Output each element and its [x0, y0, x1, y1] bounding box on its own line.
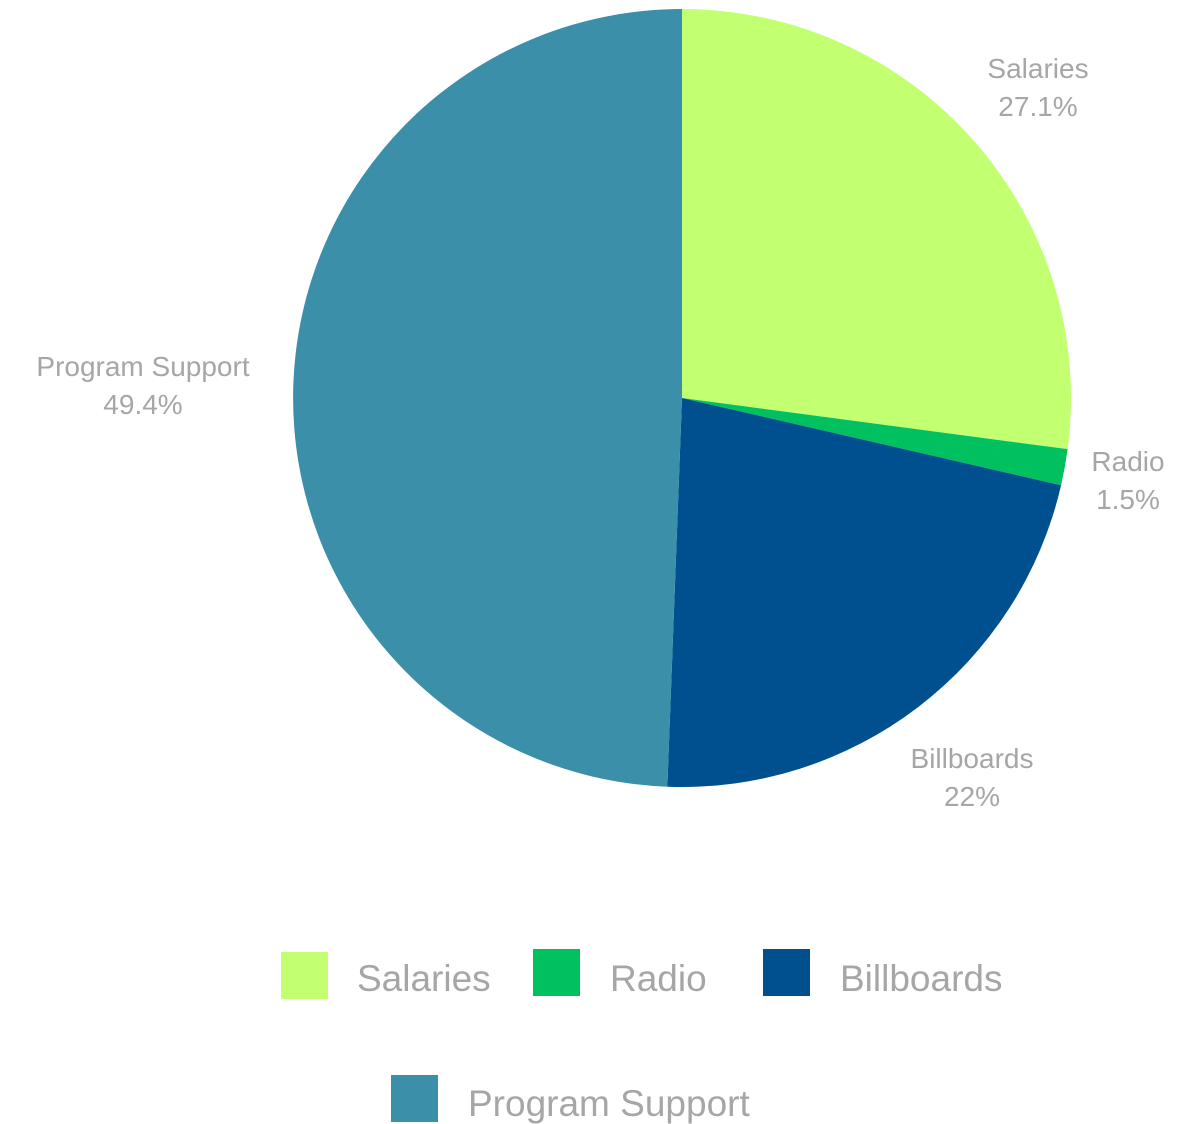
slice-label-value-salaries: 27.1% [998, 91, 1077, 122]
legend-item-salaries: Salaries [281, 952, 491, 999]
pie-slice-billboards [667, 398, 1062, 787]
pie-slices [293, 9, 1072, 787]
legend-item-program-support: Program Support [391, 1075, 750, 1124]
slice-label-value-radio: 1.5% [1096, 484, 1160, 515]
slice-label-name-billboards: Billboards [911, 743, 1034, 774]
slice-labels: Salaries 27.1% Radio 1.5% Billboards 22% Progr… [36, 53, 1164, 812]
slice-label-name-salaries: Salaries [987, 53, 1088, 84]
slice-label-value-program-support: 49.4% [103, 389, 182, 420]
legend-label-radio: Radio [610, 958, 707, 999]
pie-slice-salaries [682, 9, 1072, 450]
legend-label-program-support: Program Support [468, 1083, 750, 1124]
slice-label-value-billboards: 22% [944, 781, 1000, 812]
slice-label-name-radio: Radio [1091, 446, 1164, 477]
legend-item-billboards: Billboards [763, 949, 1002, 999]
legend-swatch-program-support [391, 1075, 438, 1122]
pie-slice-radio [682, 398, 1068, 486]
slice-label-name-program-support: Program Support [36, 351, 249, 382]
legend-label-billboards: Billboards [840, 958, 1002, 999]
legend-swatch-billboards [763, 949, 810, 996]
pie-slice-program-support [293, 9, 682, 787]
legend: Salaries Radio Billboards Program Support [281, 949, 1002, 1124]
legend-item-radio: Radio [533, 949, 707, 999]
legend-label-salaries: Salaries [357, 958, 491, 999]
legend-swatch-salaries [281, 952, 328, 999]
legend-swatch-radio [533, 949, 580, 996]
